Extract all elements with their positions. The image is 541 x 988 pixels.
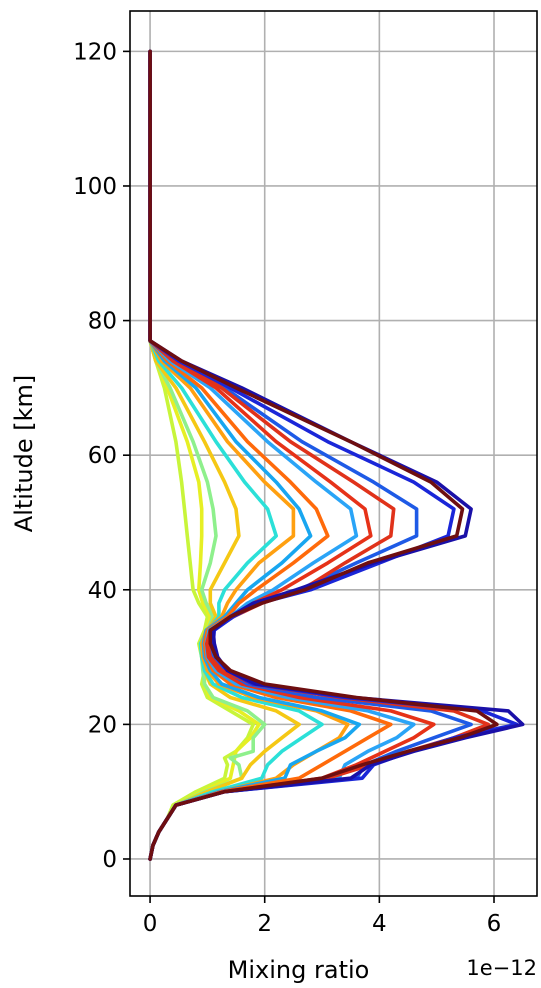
y-tick-label: 60 [88,443,117,469]
series-group [148,49,525,861]
x-axis-offset-label: 1e−12 [466,956,537,980]
x-tick-label: 2 [257,911,272,937]
x-tick-label: 0 [143,911,158,937]
y-tick-label: 120 [73,39,117,65]
x-tick-label: 4 [372,911,387,937]
x-tick-label: 6 [487,911,502,937]
y-tick-label: 40 [88,578,117,604]
y-tick-label: 80 [88,309,117,335]
series-line-15 [148,49,499,861]
plot-frame [129,10,538,897]
y-axis-label: Altitude [km] [10,375,38,532]
y-tick-label: 20 [88,712,117,738]
y-tick-label: 0 [102,847,117,873]
x-axis-label: Mixing ratio [228,956,370,984]
y-tick-label: 100 [73,174,117,200]
